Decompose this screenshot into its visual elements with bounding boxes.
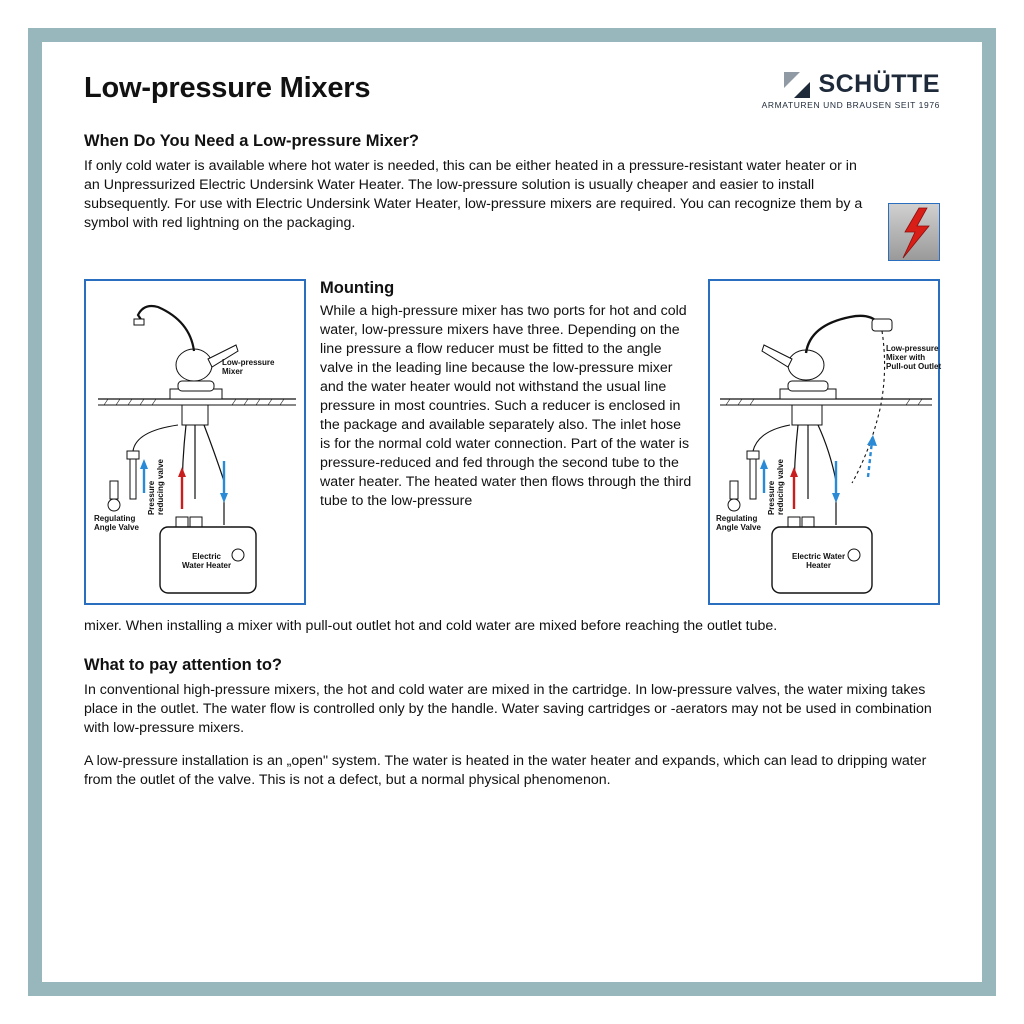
brand-name: SCHÜTTE [818,70,940,99]
header-row: Low-pressure Mixers SCHÜTTE ARMATUREN UN… [84,72,940,110]
page-frame: Low-pressure Mixers SCHÜTTE ARMATUREN UN… [28,28,996,996]
diagram-left: Low-pressure Mixer Pressure reducing val… [84,279,306,605]
dia-right-angle-label: Regulating Angle Valve [716,515,761,533]
lightning-symbol-icon [888,203,940,261]
mounting-continuation: mixer. When installing a mixer with pull… [84,617,940,636]
mounting-text-col: Mounting While a high-pressure mixer has… [320,279,694,605]
mounting-body: While a high-pressure mixer has two port… [320,302,694,511]
attention-body-1: In conventional high-pressure mixers, th… [84,681,940,738]
mounting-heading: Mounting [320,279,694,298]
when-heading: When Do You Need a Low-pressure Mixer? [84,132,940,151]
brand-block: SCHÜTTE ARMATUREN UND BRAUSEN SEIT 1976 [762,70,940,110]
dia-right-reduce-label: Pressure reducing valve [768,459,786,515]
dia-left-heater-label: Electric Water Heater [182,553,231,571]
intro-text: If only cold water is available where ho… [84,157,870,233]
dia-left-angle-label: Regulating Angle Valve [94,515,139,533]
brand-logo-icon [784,72,810,98]
dia-right-mixer-label: Low-pressure Mixer with Pull-out Outlet [886,345,941,371]
intro-block: If only cold water is available where ho… [84,157,940,261]
brand-tagline: ARMATUREN UND BRAUSEN SEIT 1976 [762,100,940,110]
page-title: Low-pressure Mixers [84,72,370,105]
attention-body-2: A low-pressure installation is an „open"… [84,752,940,790]
brand-top: SCHÜTTE [762,70,940,99]
dia-left-reduce-label: Pressure reducing valve [148,459,166,515]
diagram-right: Low-pressure Mixer with Pull-out Outlet … [708,279,940,605]
dia-left-mixer-label: Low-pressure Mixer [222,359,274,377]
mounting-row: Low-pressure Mixer Pressure reducing val… [84,279,940,605]
attention-heading: What to pay attention to? [84,656,940,675]
when-body: If only cold water is available where ho… [84,157,870,233]
dia-right-heater-label: Electric Water Heater [792,553,845,571]
